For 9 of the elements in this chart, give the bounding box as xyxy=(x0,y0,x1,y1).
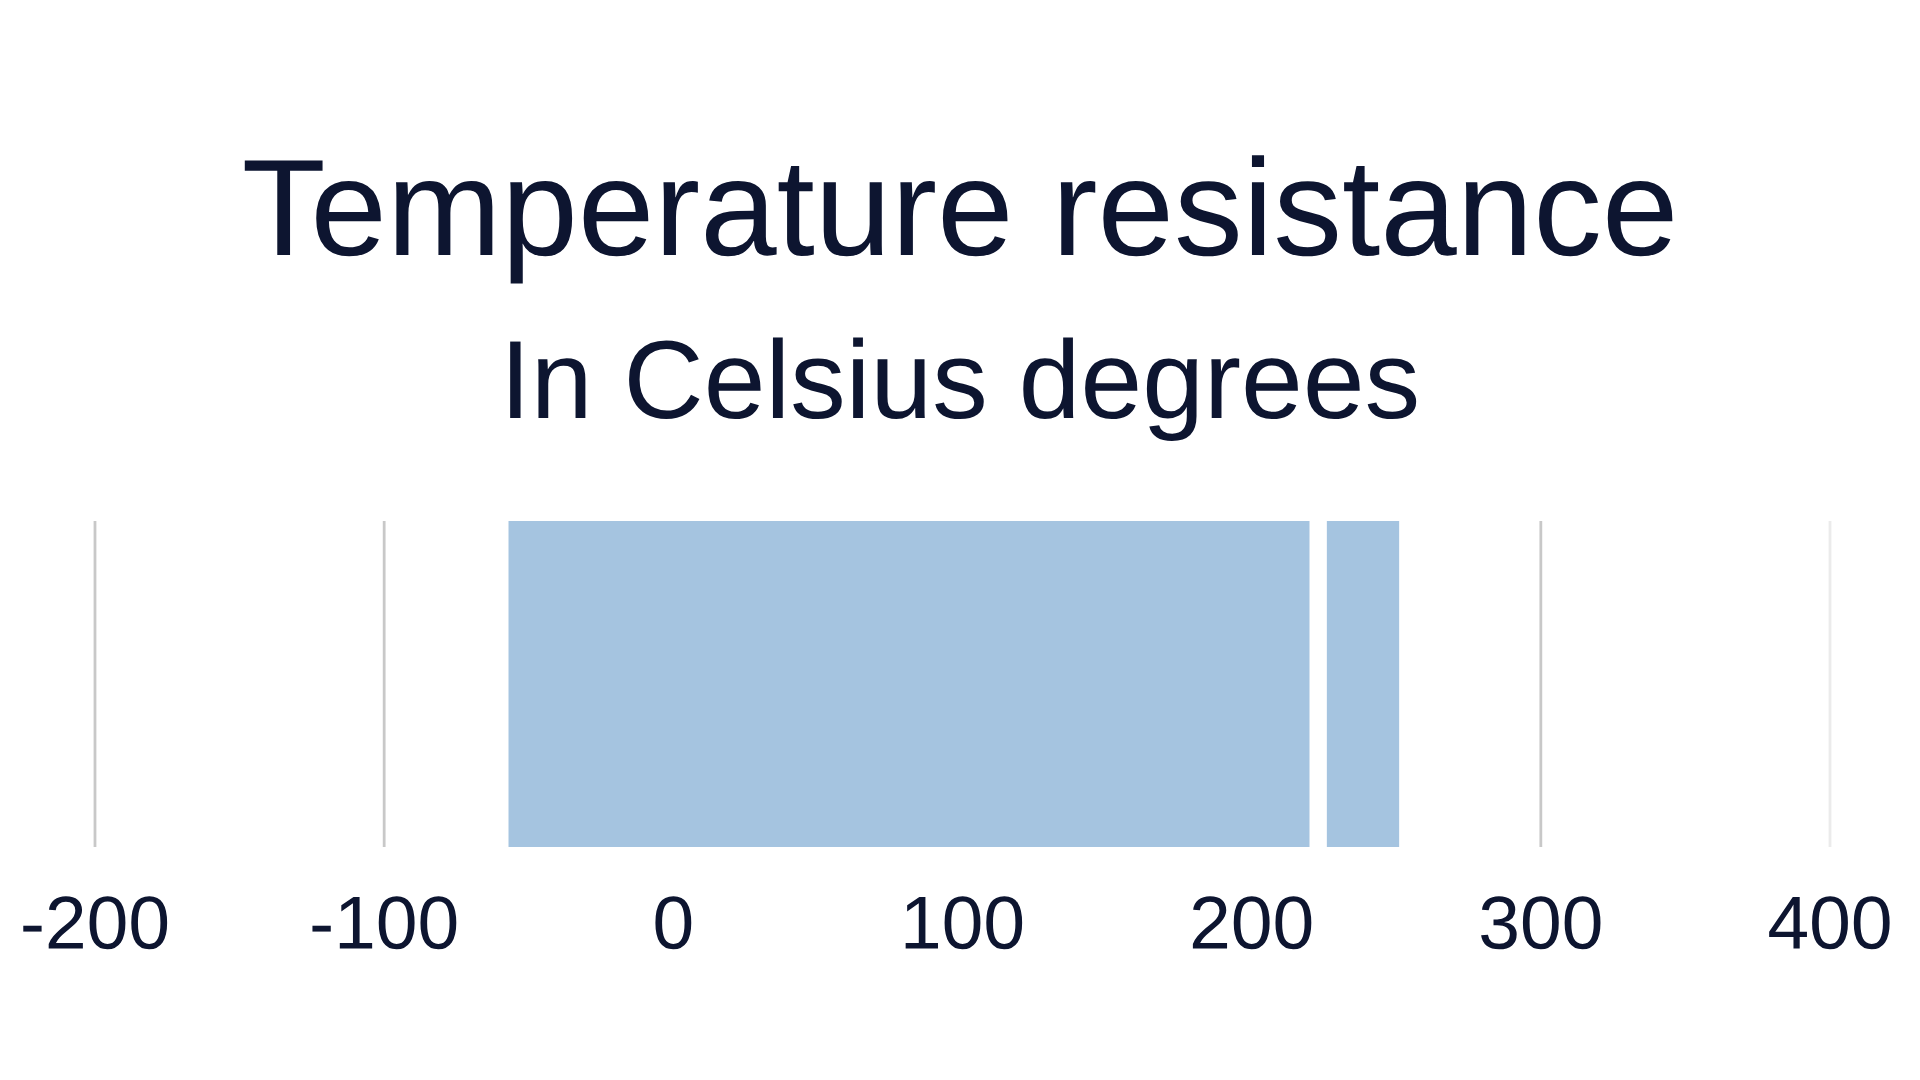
x-tick-label: 200 xyxy=(1192,896,1312,950)
x-tick-label: 400 xyxy=(1769,896,1890,950)
x-tick-label: 0 xyxy=(655,896,692,950)
x-tick-label: -100 xyxy=(312,896,457,950)
chart-subtitle: In Celsius degrees xyxy=(510,337,1417,442)
x-tick-label: 300 xyxy=(1481,896,1601,950)
x-tick-label: -200 xyxy=(23,896,168,950)
chart-title: Temperature resistance xyxy=(244,155,1673,284)
x-tick-label: 100 xyxy=(905,896,1023,950)
